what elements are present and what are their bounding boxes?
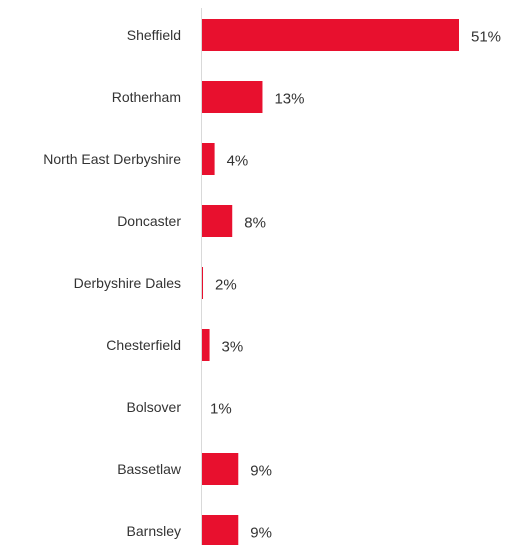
value-label-derbyshire-dales: 2%	[215, 277, 237, 294]
bar-doncaster	[202, 205, 233, 237]
bar-barnsley	[202, 515, 239, 547]
category-label-derbyshire-dales: Derbyshire Dales	[74, 275, 181, 291]
bar-rotherham	[202, 81, 263, 113]
category-label-bassetlaw: Bassetlaw	[117, 461, 182, 477]
bars-group	[202, 19, 459, 547]
value-label-bolsover: 1%	[210, 401, 232, 418]
category-label-chesterfield: Chesterfield	[106, 337, 181, 353]
bar-derbyshire-dales	[202, 267, 204, 299]
value-labels-group: 51% 13% 4% 8% 2% 3% 1% 9% 9%	[210, 29, 501, 542]
value-label-sheffield: 51%	[471, 29, 501, 46]
bar-chesterfield	[202, 329, 210, 361]
bar-north-east-derbyshire	[202, 143, 215, 175]
value-label-chesterfield: 3%	[222, 339, 244, 356]
value-label-north-east-derbyshire: 4%	[227, 153, 249, 170]
bar-bassetlaw	[202, 453, 239, 485]
category-label-north-east-derbyshire: North East Derbyshire	[43, 151, 181, 167]
category-label-barnsley: Barnsley	[127, 523, 181, 539]
bar-sheffield	[202, 19, 459, 51]
value-label-rotherham: 13%	[274, 91, 304, 108]
category-label-doncaster: Doncaster	[117, 213, 181, 229]
value-label-barnsley: 9%	[250, 525, 272, 542]
category-label-sheffield: Sheffield	[127, 27, 181, 43]
value-label-bassetlaw: 9%	[250, 463, 272, 480]
category-label-rotherham: Rotherham	[112, 89, 181, 105]
category-label-bolsover: Bolsover	[127, 399, 182, 415]
value-label-doncaster: 8%	[244, 215, 266, 232]
category-labels-group: Sheffield Rotherham North East Derbyshire D…	[43, 27, 182, 539]
